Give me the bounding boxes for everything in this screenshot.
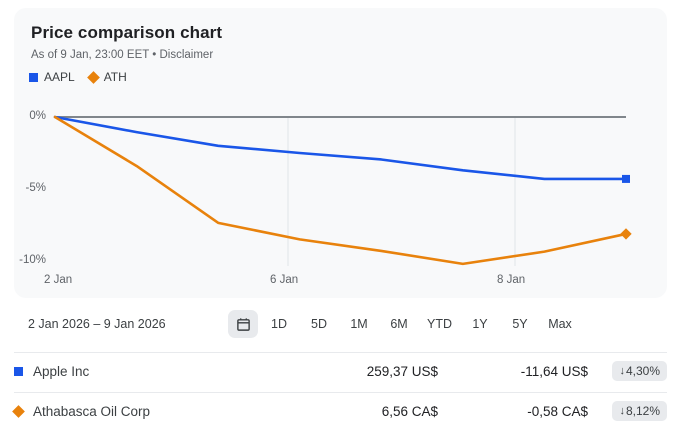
quote-price: 6,56 CA$: [381, 403, 438, 419]
quote-name-cell: Athabasca Oil Corp: [12, 403, 667, 419]
legend-item-aapl[interactable]: AAPL: [29, 70, 75, 84]
range-button-ytd[interactable]: YTD: [420, 311, 459, 337]
quote-percent: 4,30%: [625, 364, 660, 378]
square-marker-icon: [29, 72, 38, 82]
arrow-down-icon: ↓: [619, 364, 625, 377]
diamond-marker-icon: [12, 404, 25, 418]
x-tick-label: 6 Jan: [270, 274, 299, 286]
quote-name: Apple Inc: [33, 363, 90, 379]
x-tick-label: 2 Jan: [44, 274, 73, 286]
range-button-1y[interactable]: 1Y: [461, 311, 499, 337]
y-tick-label: 0%: [29, 110, 46, 122]
chart-plot-area[interactable]: 0% -5% -10% 2 Jan 6 Jan 8 Jan: [14, 8, 667, 298]
range-button-6m[interactable]: 6M: [380, 311, 418, 337]
quote-name-cell: Apple Inc: [14, 364, 667, 379]
series-end-square-marker: [622, 174, 630, 183]
disclaimer-link[interactable]: Disclaimer: [159, 49, 214, 61]
chart-card: Price comparison chart As of 9 Jan, 23:0…: [14, 8, 667, 298]
chart-subtitle: As of 9 Jan, 23:00 EET • Disclaimer: [31, 49, 213, 61]
legend-item-ath[interactable]: ATH: [86, 70, 127, 84]
range-button-5y[interactable]: 5Y: [501, 311, 539, 337]
as-of-text: As of 9 Jan, 23:00 EET •: [31, 49, 160, 61]
quote-percent: 8,12%: [625, 404, 660, 418]
range-button-1m[interactable]: 1M: [340, 311, 378, 337]
calendar-icon-button[interactable]: [228, 310, 258, 338]
y-tick-label: -5%: [25, 182, 46, 194]
quote-change: -11,64 US$: [520, 363, 588, 379]
quote-name: Athabasca Oil Corp: [33, 403, 151, 419]
chart-svg: [53, 115, 632, 266]
square-marker-icon: [14, 366, 23, 376]
status-badge: ↓ 4,30%: [612, 361, 667, 381]
x-tick-label: 8 Jan: [497, 274, 526, 286]
arrow-down-icon: ↓: [619, 404, 625, 417]
legend-item-label: ATH: [103, 70, 127, 84]
status-badge: ↓ 8,12%: [612, 401, 667, 421]
series-layer: [53, 115, 632, 266]
range-button-max[interactable]: Max: [541, 311, 579, 337]
quote-price: 259,37 US$: [366, 363, 438, 379]
table-row[interactable]: Apple Inc 259,37 US$ -11,64 US$ ↓ 4,30%: [14, 352, 667, 389]
chart-legend: AAPL ATH: [29, 70, 127, 84]
range-button-1d[interactable]: 1D: [260, 311, 298, 337]
range-button-5d[interactable]: 5D: [300, 311, 338, 337]
legend-item-label: AAPL: [44, 70, 75, 84]
y-tick-label: -10%: [19, 254, 46, 266]
calendar-icon: [236, 317, 250, 331]
range-button-group: 1D 5D 1M 6M YTD 1Y 5Y Max: [228, 310, 579, 338]
series-line-aapl: [53, 115, 628, 181]
page-title: Price comparison chart: [31, 23, 223, 42]
date-range-label: 2 Jan 2026 – 9 Jan 2026: [28, 317, 166, 331]
range-selector-row: 2 Jan 2026 – 9 Jan 2026 1D 5D 1M 6M YTD …: [0, 300, 681, 348]
table-row[interactable]: Athabasca Oil Corp 6,56 CA$ -0,58 CA$ ↓ …: [12, 392, 667, 429]
quote-change: -0,58 CA$: [527, 403, 588, 419]
series-line-ath: [53, 115, 628, 266]
series-end-diamond-marker: [620, 228, 632, 240]
